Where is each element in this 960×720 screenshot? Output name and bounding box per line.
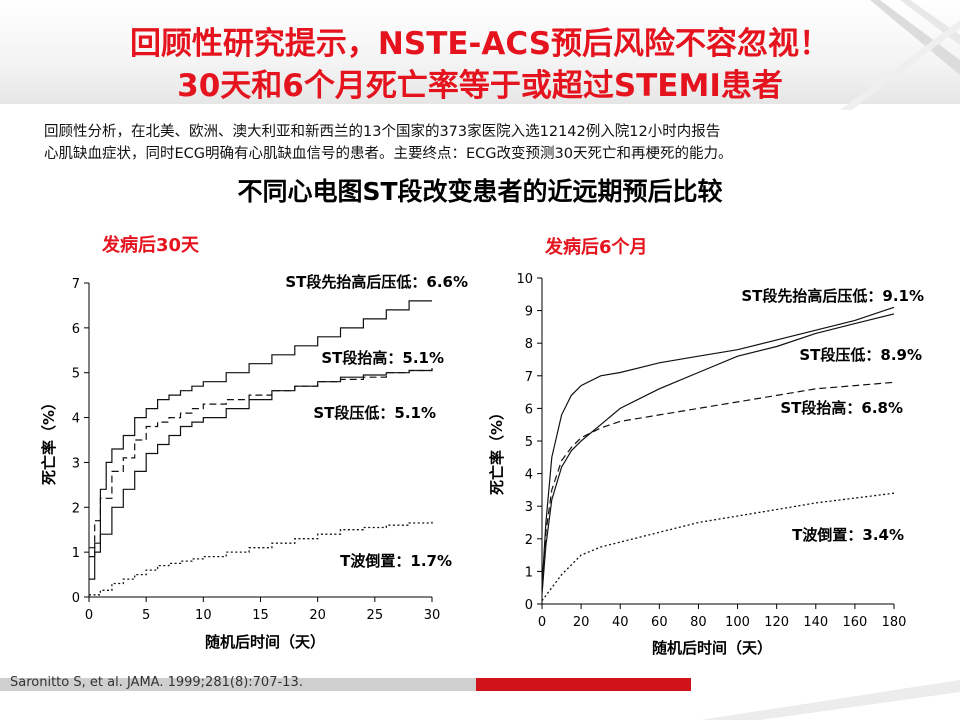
chart2-series-2-label: ST段压低：8.9% — [799, 346, 922, 364]
chart1-series-1-line — [89, 300, 432, 580]
chart1-x-tick-label: 30 — [424, 608, 441, 623]
description-line-2: 心肌缺血症状，同时ECG明确有心肌缺血信号的患者。主要终点：ECG改变预测30天… — [44, 146, 733, 162]
chart1-y-tick-label: 7 — [72, 277, 80, 292]
chart1-series-3-label: ST段压低：5.1% — [313, 404, 436, 422]
chart2-x-tick-label: 80 — [690, 615, 707, 630]
chart1-series-2-label: ST段抬高：5.1% — [321, 349, 444, 367]
title-line-2: 30天和6个月死亡率等于或超过STEMI患者 — [177, 68, 783, 104]
chart2-y-tick-label: 3 — [525, 500, 533, 515]
chart2-x-tick-label: 140 — [803, 615, 828, 630]
chart2-x-tick-label: 20 — [573, 615, 590, 630]
chart2-y-tick-label: 8 — [525, 337, 533, 352]
citation: Saronitto S, et al. JAMA. 1999;281(8):70… — [10, 675, 303, 690]
chart1-series-3-line — [89, 368, 433, 558]
title-line-1: 回顾性研究提示，NSTE-ACS预后风险不容忽视！ — [129, 26, 831, 62]
chart-subtitle: 不同心电图ST段改变患者的近远期预后比较 — [237, 177, 723, 206]
chart2-x-tick-label: 160 — [842, 615, 867, 630]
chart1-x-tick-label: 5 — [142, 608, 150, 623]
chart1-x-tick-label: 25 — [367, 608, 384, 623]
chart2-x-tick-label: 120 — [764, 615, 789, 630]
chart1-y-tick-label: 1 — [72, 546, 80, 561]
chart2-y-tick-label: 1 — [525, 565, 533, 580]
chart2-series-2-line — [541, 313, 895, 595]
chart-2-title: 发病后6个月 — [545, 237, 648, 258]
chart2-y-axis-label: 死亡率（%） — [488, 405, 506, 495]
chart-1-title: 发病后30天 — [102, 235, 200, 256]
chart1-y-tick-label: 0 — [72, 591, 80, 606]
chart1-y-tick-label: 4 — [72, 412, 80, 427]
chart1-y-axis-label: 死亡率（%） — [40, 395, 58, 485]
chart2-series-1-line — [541, 306, 895, 588]
chart2-y-tick-label: 10 — [516, 272, 533, 287]
chart2-y-tick-label: 0 — [525, 598, 533, 613]
footer-bar-gray — [0, 678, 476, 691]
chart1-series-1-label: ST段先抬高后压低：6.6% — [285, 273, 468, 291]
chart2-series-4-line — [541, 492, 895, 602]
chart2-x-tick-label: 60 — [651, 615, 668, 630]
chart2-y-tick-label: 6 — [525, 402, 533, 417]
chart1-y-tick-label: 2 — [72, 501, 80, 516]
chart2-series-1-label: ST段先抬高后压低：9.1% — [741, 287, 924, 305]
chart2-y-tick-label: 9 — [525, 305, 533, 320]
chart2-x-tick-label: 40 — [612, 615, 629, 630]
chart2-y-tick-label: 2 — [525, 533, 533, 548]
chart1-y-tick-label: 6 — [72, 322, 80, 337]
chart1-series-4-label: T波倒置：1.7% — [340, 552, 452, 570]
chart2-x-tick-label: 180 — [882, 615, 907, 630]
chart1-x-tick-label: 15 — [252, 608, 269, 623]
chart1-x-tick-label: 20 — [309, 608, 326, 623]
corner-decoration — [840, 0, 960, 110]
chart1-series-2-line — [89, 368, 433, 549]
chart2-y-tick-label: 5 — [525, 435, 533, 450]
chart1-y-tick-label: 5 — [72, 367, 80, 382]
chart2-y-tick-label: 7 — [525, 370, 533, 385]
chart1-x-axis-label: 随机后时间（天） — [205, 633, 325, 651]
chart1-x-tick-label: 10 — [195, 608, 212, 623]
chart2-x-tick-label: 0 — [538, 615, 546, 630]
description-line-1: 回顾性分析，在北美、欧洲、澳大利亚和新西兰的13个国家的373家医院入选1214… — [44, 124, 721, 140]
chart2-y-tick-label: 4 — [525, 468, 533, 483]
chart1-y-tick-label: 3 — [72, 456, 80, 471]
footer-bar-red — [476, 678, 691, 691]
chart1-x-tick-label: 0 — [85, 608, 93, 623]
chart2-series-3-line — [541, 381, 895, 592]
bottom-decoration — [700, 680, 960, 720]
chart2-series-4-label: T波倒置：3.4% — [792, 526, 904, 544]
chart2-x-tick-label: 100 — [725, 615, 750, 630]
title-band — [0, 0, 960, 104]
chart2-x-axis-label: 随机后时间（天） — [652, 639, 772, 657]
chart2-series-3-label: ST段抬高：6.8% — [780, 399, 903, 417]
